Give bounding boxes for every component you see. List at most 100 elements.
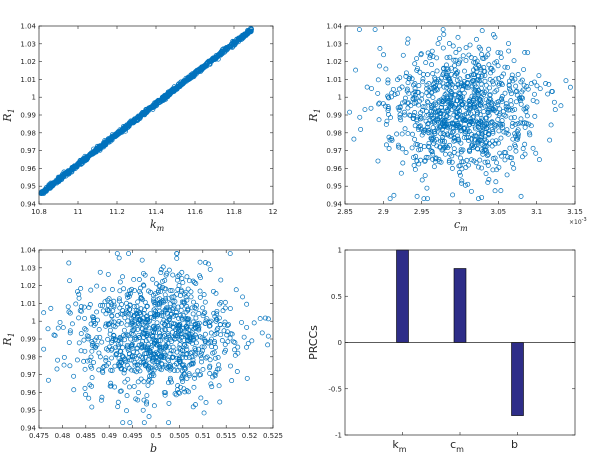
scatter-point xyxy=(375,77,381,83)
scatter-point xyxy=(432,77,438,83)
xlabel-km: km xyxy=(150,218,165,233)
scatter-point xyxy=(134,362,140,368)
scatter-point xyxy=(105,347,111,353)
scatter-point xyxy=(135,379,141,385)
scatter-point xyxy=(112,363,118,369)
scatter-point xyxy=(503,101,509,107)
scatter-point xyxy=(147,349,153,355)
scatter-point xyxy=(151,403,157,409)
scatter-point xyxy=(165,331,171,337)
scatter-point xyxy=(518,193,524,199)
scatter-point xyxy=(140,407,146,413)
scatter-point xyxy=(563,78,569,84)
scatter-point xyxy=(169,339,175,344)
scatter-point xyxy=(163,390,168,396)
scatter-point xyxy=(506,48,512,54)
scatter-point xyxy=(476,196,481,202)
scatter-point xyxy=(215,325,221,331)
scatter-point xyxy=(209,336,214,342)
scatter-point xyxy=(519,95,524,101)
scatter-point xyxy=(547,137,553,143)
scatter-point xyxy=(208,381,214,387)
scatter-point xyxy=(194,324,200,330)
scatter-point xyxy=(431,141,437,147)
scatter-point xyxy=(136,362,142,368)
scatter-point xyxy=(426,130,432,136)
scatter-point xyxy=(522,141,528,147)
scatter-point xyxy=(387,137,393,143)
scatter-point xyxy=(430,125,436,131)
scatter-point xyxy=(398,170,404,176)
scatter-point xyxy=(172,299,178,304)
scatter-point xyxy=(166,267,172,273)
scatter-point xyxy=(504,127,510,133)
scatter-point xyxy=(395,77,401,83)
scatter-point xyxy=(126,354,132,360)
scatter-point xyxy=(512,114,517,120)
scatter-point xyxy=(520,146,526,152)
scatter-point xyxy=(446,83,452,89)
x-tick-label: 0.51 xyxy=(195,432,211,440)
scatter-point xyxy=(52,333,58,339)
scatter-point xyxy=(522,151,528,157)
scatter-point xyxy=(150,371,156,376)
scatter-point xyxy=(508,115,514,121)
scatter-point xyxy=(513,133,518,139)
scatter-point xyxy=(186,278,192,284)
y-tick-label: 0.98 xyxy=(20,129,36,137)
scatter-point xyxy=(161,322,167,328)
scatter-point xyxy=(456,46,462,52)
scatter-point xyxy=(179,347,185,353)
scatter-point xyxy=(174,368,180,374)
scatter-point xyxy=(429,149,435,155)
scatter-point xyxy=(195,322,201,328)
scatter-point xyxy=(498,55,504,60)
scatter-point xyxy=(191,384,197,390)
scatter-point xyxy=(449,159,455,165)
scatter-point xyxy=(478,118,484,124)
scatter-point xyxy=(166,295,172,301)
scatter-point xyxy=(144,330,150,336)
scatter-point xyxy=(244,301,250,307)
scatter-point xyxy=(470,145,476,151)
ylabel-prcc: PRCCs xyxy=(307,325,320,360)
scatter-point xyxy=(202,64,208,70)
y-tick-label: 1.04 xyxy=(326,23,342,31)
scatter-point xyxy=(524,104,530,110)
scatter-point xyxy=(474,68,480,74)
y-tick-label: 0.98 xyxy=(326,129,342,137)
scatter-point xyxy=(178,307,184,313)
scatter-point xyxy=(158,354,163,360)
scatter-point xyxy=(469,93,475,99)
scatter-point xyxy=(385,80,391,86)
scatter-point xyxy=(140,339,146,344)
scatter-point xyxy=(190,278,196,284)
scatter-point xyxy=(186,354,192,360)
scatter-point xyxy=(66,260,72,266)
scatter-point xyxy=(526,130,532,136)
scatter-point xyxy=(144,304,150,310)
scatter-point xyxy=(479,165,485,171)
scatter-point xyxy=(75,289,80,294)
scatter-point xyxy=(428,85,434,91)
scatter-point xyxy=(164,318,170,324)
scatter-point xyxy=(448,65,454,71)
scatter-point xyxy=(498,121,504,127)
scatter-point xyxy=(159,97,165,103)
scatter-point xyxy=(474,36,479,42)
scatter-point xyxy=(129,341,135,347)
scatter-point xyxy=(188,331,194,337)
scatter-point xyxy=(227,251,233,257)
scatter-point xyxy=(128,336,134,342)
scatter-point xyxy=(181,299,187,305)
scatter-point xyxy=(397,112,403,118)
y-tick-label: 0.95 xyxy=(326,183,342,191)
scatter-point xyxy=(453,50,459,55)
scatter-point xyxy=(438,131,444,137)
scatter-point xyxy=(202,331,208,337)
scatter-point xyxy=(494,110,500,115)
scatter-points-b xyxy=(41,251,271,426)
scatter-point xyxy=(184,351,190,357)
scatter-point xyxy=(442,138,447,144)
scatter-point xyxy=(496,75,502,81)
